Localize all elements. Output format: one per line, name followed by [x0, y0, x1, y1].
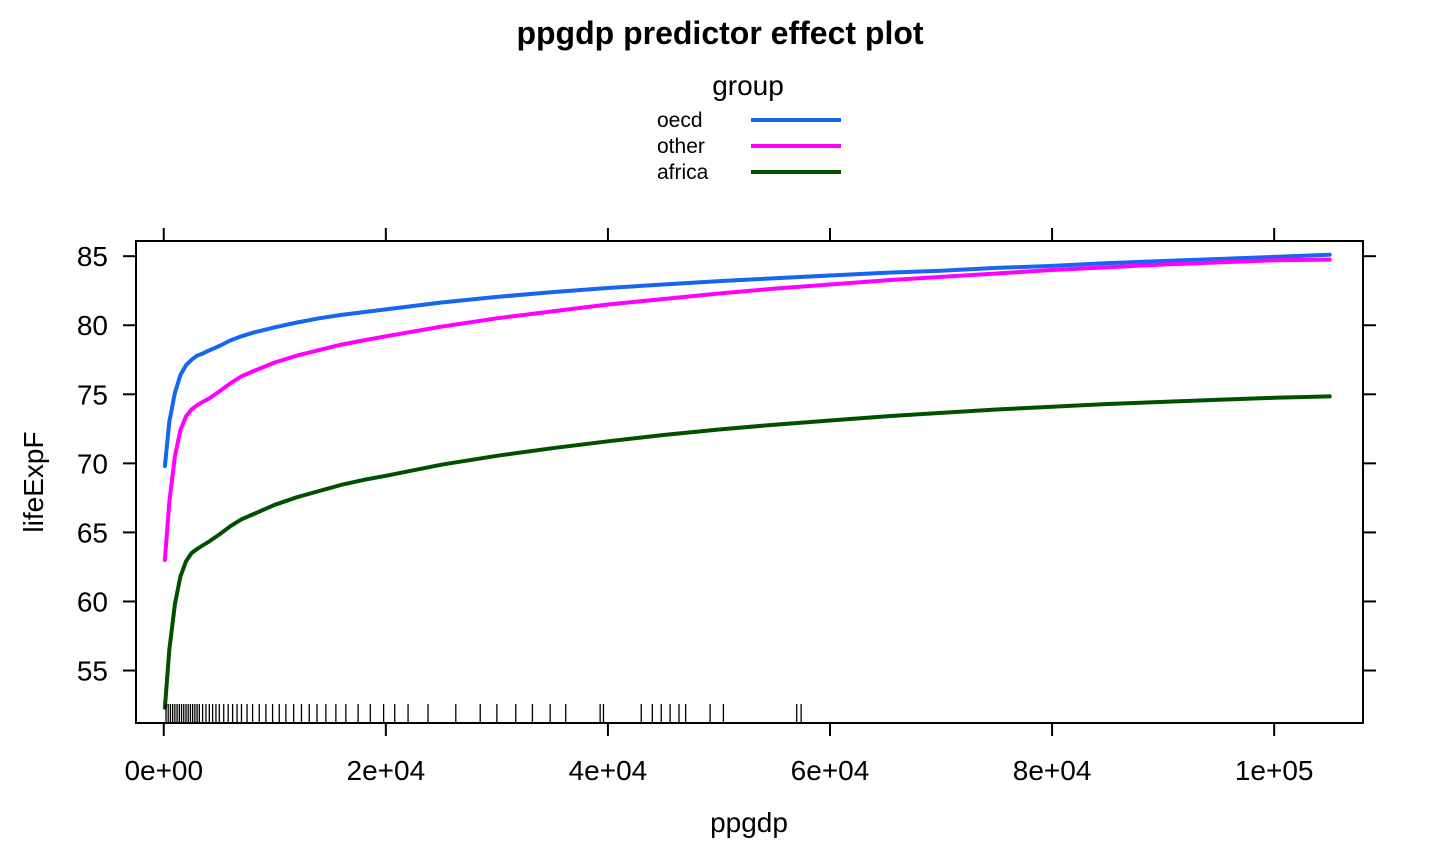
legend-label-other: other [657, 135, 705, 158]
plot-frame [135, 240, 1364, 724]
series-line-africa [162, 394, 1332, 710]
legend-title: group [712, 70, 784, 101]
legend-label-africa: africa [657, 161, 709, 184]
x-tick-label: 0e+00 [124, 755, 203, 786]
y-axis-label: lifeExpF [18, 431, 49, 532]
legend: group oecd other africa [657, 70, 841, 184]
x-tick-label: 8e+04 [1013, 755, 1092, 786]
legend-label-oecd: oecd [657, 109, 703, 132]
x-tick-label: 6e+04 [791, 755, 870, 786]
y-tick-label: 55 [77, 656, 108, 687]
x-tick-label: 1e+05 [1235, 755, 1314, 786]
y-tick-label: 60 [77, 586, 108, 617]
x-tick-label: 2e+04 [347, 755, 426, 786]
series-line-oecd [162, 252, 1332, 469]
y-tick-label: 80 [77, 310, 108, 341]
chart-title: ppgdp predictor effect plot [516, 15, 923, 51]
series-line-other [162, 257, 1332, 562]
y-tick-label: 65 [77, 517, 108, 548]
y-tick-label: 75 [77, 379, 108, 410]
plot-area: 0e+00 2e+04 4e+04 6e+04 8e+04 1e+05 55 60 65 70 75… [77, 228, 1376, 786]
y-tick-label: 70 [77, 448, 108, 479]
x-tick-label: 4e+04 [569, 755, 648, 786]
y-tick-label: 85 [77, 241, 108, 272]
x-axis-label: ppgdp [710, 807, 788, 838]
